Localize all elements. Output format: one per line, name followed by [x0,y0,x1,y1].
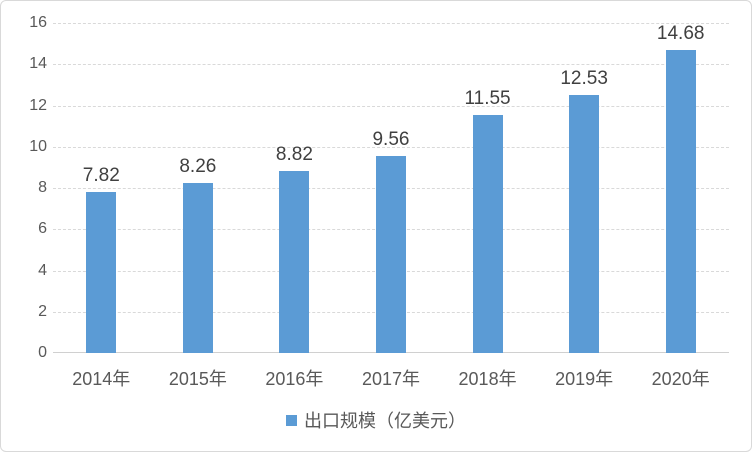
data-label: 8.82 [275,144,313,166]
y-axis-tick-label: 10 [29,137,47,155]
x-axis-tick-label: 2017年 [361,369,420,389]
legend-marker-icon [286,414,297,426]
data-label: 9.56 [372,128,410,150]
data-label: 12.53 [560,67,608,89]
x-axis-tick-label: 2019年 [555,369,614,389]
gridline-y-16 [53,23,729,24]
gridline-y-12 [53,105,729,107]
x-axis-tick-label: 2018年 [458,369,517,389]
legend-label: 出口规模（亿美元） [304,411,466,431]
y-axis-tick-label: 6 [38,220,47,238]
x-axis-tick-label: 2014年 [72,369,131,389]
bar-2015年 [182,182,213,353]
y-axis-tick-label: 14 [29,55,47,73]
x-axis-tick-label: 2016年 [265,369,324,389]
y-axis-tick-label: 12 [29,96,47,114]
y-axis-tick-label: 0 [38,344,47,361]
data-label: 7.82 [82,164,120,186]
y-axis-tick-label: 2 [38,302,47,320]
data-label: 14.68 [656,23,705,45]
bar-2019年 [569,94,600,353]
x-axis-tick-label: 2015年 [168,369,227,389]
y-axis-tick-label: 4 [38,261,47,279]
data-label: 8.26 [179,155,217,177]
gridline-y-14 [53,64,729,66]
y-axis-tick-label: 8 [38,179,47,196]
y-axis-tick-label: 16 [29,14,47,31]
legend: 出口规模（亿美元） [1,407,751,433]
bar-2014年 [86,191,117,353]
data-label: 11.55 [464,87,511,109]
bar-2020年 [665,50,696,353]
plot-area: 7.82 8.26 8.82 9.56 11.55 12.53 14.68 [53,23,729,353]
gridline-y-10 [53,146,729,148]
bar-2018年 [472,114,503,353]
bar-2017年 [376,155,406,353]
bar-2016年 [279,171,310,353]
x-axis-tick-label: 2020年 [651,369,710,389]
